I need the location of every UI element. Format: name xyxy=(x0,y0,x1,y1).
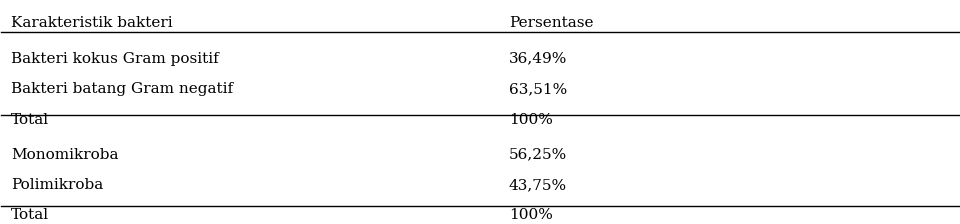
Text: Monomikroba: Monomikroba xyxy=(11,148,118,162)
Text: 100%: 100% xyxy=(509,208,553,222)
Text: 63,51%: 63,51% xyxy=(509,82,567,96)
Text: Bakteri kokus Gram positif: Bakteri kokus Gram positif xyxy=(11,52,219,66)
Text: 100%: 100% xyxy=(509,113,553,127)
Text: Total: Total xyxy=(11,208,49,222)
Text: 56,25%: 56,25% xyxy=(509,148,567,162)
Text: Bakteri batang Gram negatif: Bakteri batang Gram negatif xyxy=(11,82,233,96)
Text: 43,75%: 43,75% xyxy=(509,178,566,192)
Text: Total: Total xyxy=(11,113,49,127)
Text: Persentase: Persentase xyxy=(509,16,593,30)
Text: 36,49%: 36,49% xyxy=(509,52,567,66)
Text: Polimikroba: Polimikroba xyxy=(11,178,104,192)
Text: Karakteristik bakteri: Karakteristik bakteri xyxy=(11,16,173,30)
